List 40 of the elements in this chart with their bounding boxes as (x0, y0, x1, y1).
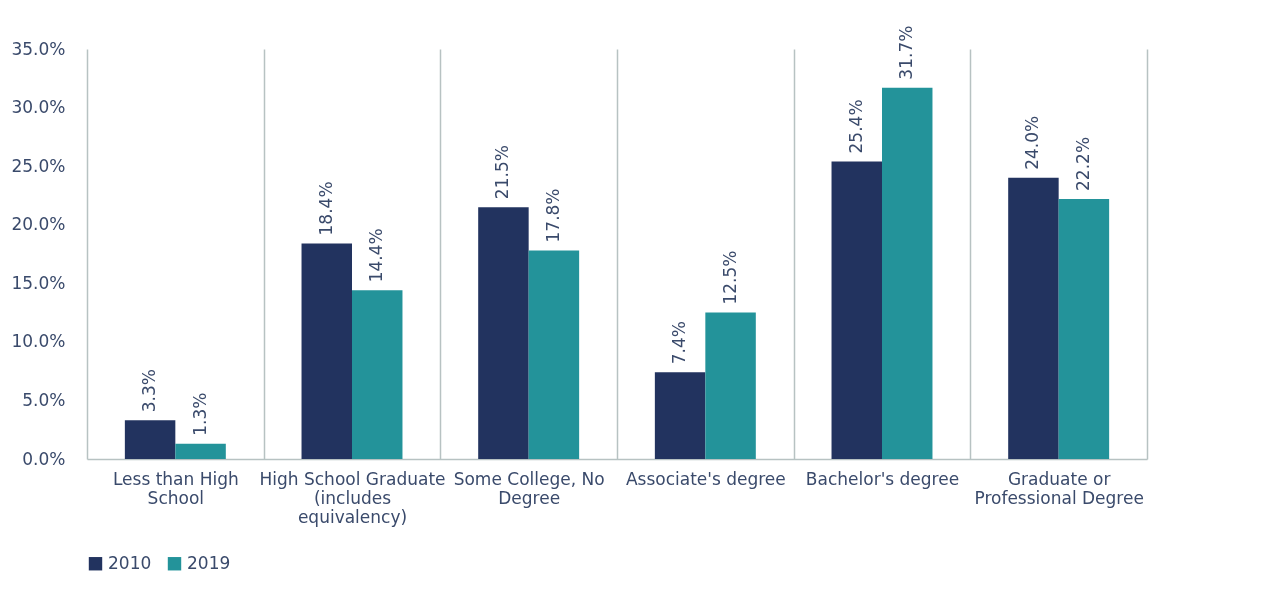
data-label: 18.4% (315, 181, 336, 236)
data-label: 3.3% (139, 369, 160, 413)
bar (1058, 198, 1110, 459)
x-tick-label: Less than High School (112, 468, 239, 508)
data-label: 7.4% (669, 321, 690, 365)
bar (1008, 177, 1059, 459)
bar (478, 207, 529, 459)
y-tick-label: 10.0% (11, 331, 66, 352)
y-tick-label: 20.0% (11, 214, 66, 235)
bar (882, 87, 933, 459)
legend-label: 2019 (187, 552, 231, 573)
bar (831, 161, 882, 459)
bar (705, 312, 756, 459)
data-label: 1.3% (189, 392, 210, 436)
bar (352, 290, 403, 459)
bar (528, 250, 580, 459)
data-label: 24.0% (1022, 115, 1043, 170)
y-tick-label: 5.0% (22, 389, 66, 410)
x-tick-label: High School Graduate (includes equivalency) (259, 468, 446, 527)
y-tick-label: 35.0% (11, 38, 66, 59)
y-tick-label: 25.0% (11, 155, 66, 176)
bar (124, 420, 176, 459)
x-tick-label: Associate's degree (625, 468, 786, 489)
data-label: 17.8% (542, 188, 563, 243)
y-tick-label: 15.0% (11, 272, 66, 293)
data-label: 31.7% (896, 25, 917, 80)
bar (175, 443, 226, 459)
bar (301, 243, 352, 459)
bar (654, 372, 706, 459)
x-tick-label: Some College, No Degree (453, 468, 605, 508)
data-label: 14.4% (366, 228, 387, 283)
data-label: 21.5% (492, 145, 513, 200)
y-tick-label: 30.0% (11, 97, 66, 118)
legend-label: 2010 (108, 552, 152, 573)
x-tick-label: Bachelor's degree (805, 468, 960, 489)
data-label: 22.2% (1072, 136, 1093, 191)
x-tick-label: Graduate or Professional Degree (974, 468, 1144, 508)
data-label: 25.4% (845, 99, 866, 154)
data-label: 12.5% (719, 250, 740, 305)
y-tick-label: 0.0% (22, 448, 66, 469)
